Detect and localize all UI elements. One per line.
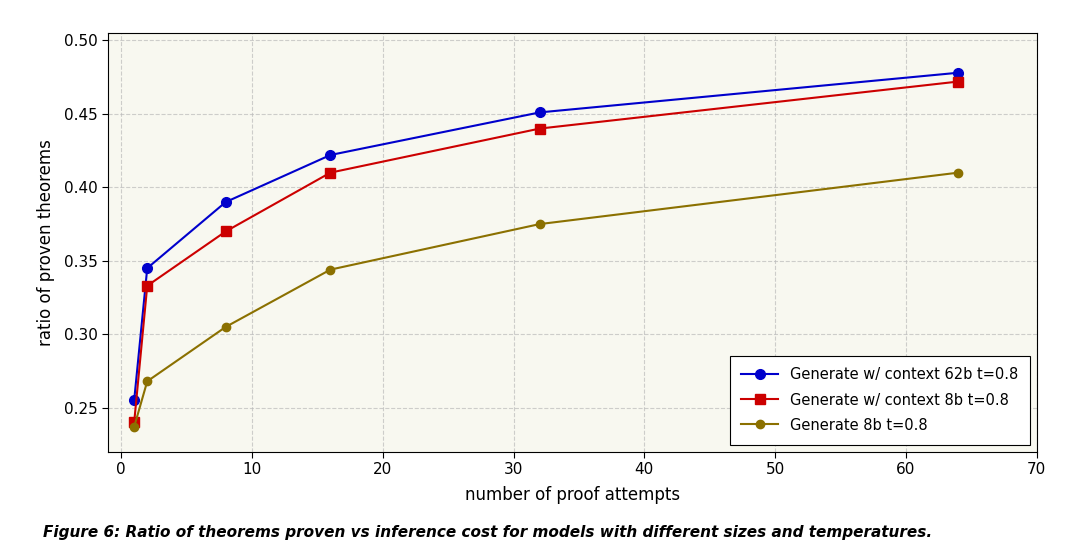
Generate w/ context 8b t=0.8 xyxy=(534,125,546,132)
Generate w/ context 62b t=0.8 xyxy=(219,199,232,206)
Generate w/ context 8b t=0.8 xyxy=(127,419,140,426)
Generate w/ context 62b t=0.8 xyxy=(324,152,337,158)
Generate w/ context 62b t=0.8 xyxy=(140,265,153,272)
Generate 8b t=0.8 xyxy=(534,221,546,228)
Generate w/ context 8b t=0.8 xyxy=(324,169,337,176)
Generate 8b t=0.8 xyxy=(127,424,140,430)
Generate w/ context 8b t=0.8 xyxy=(140,283,153,289)
Text: Figure 6: Ratio of theorems proven vs inference cost for models with different s: Figure 6: Ratio of theorems proven vs in… xyxy=(43,525,932,540)
Generate 8b t=0.8 xyxy=(951,169,964,176)
Generate 8b t=0.8 xyxy=(219,323,232,330)
Generate w/ context 62b t=0.8 xyxy=(951,69,964,76)
X-axis label: number of proof attempts: number of proof attempts xyxy=(464,485,680,504)
Generate w/ context 8b t=0.8 xyxy=(951,78,964,85)
Generate 8b t=0.8 xyxy=(140,378,153,385)
Line: Generate 8b t=0.8: Generate 8b t=0.8 xyxy=(130,169,962,431)
Legend: Generate w/ context 62b t=0.8, Generate w/ context 8b t=0.8, Generate 8b t=0.8: Generate w/ context 62b t=0.8, Generate … xyxy=(730,356,1029,445)
Generate w/ context 62b t=0.8 xyxy=(127,397,140,404)
Generate w/ context 62b t=0.8 xyxy=(534,109,546,116)
Generate 8b t=0.8 xyxy=(324,266,337,273)
Generate w/ context 8b t=0.8 xyxy=(219,228,232,235)
Y-axis label: ratio of proven theorems: ratio of proven theorems xyxy=(38,139,55,346)
Line: Generate w/ context 8b t=0.8: Generate w/ context 8b t=0.8 xyxy=(130,77,963,427)
Line: Generate w/ context 62b t=0.8: Generate w/ context 62b t=0.8 xyxy=(130,68,963,405)
